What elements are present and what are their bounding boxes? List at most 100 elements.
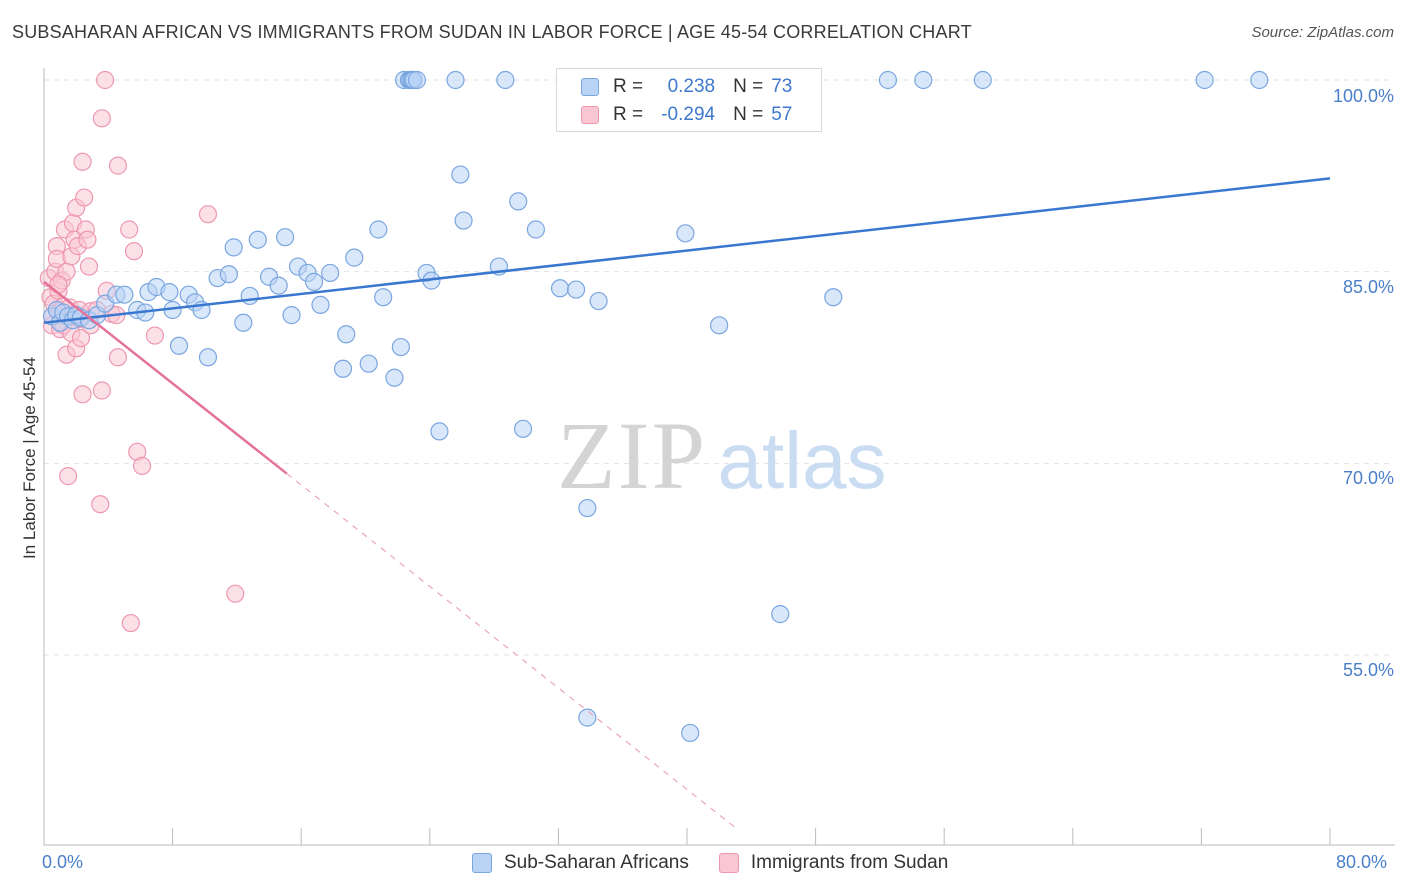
data-point [198,348,218,367]
data-point [234,313,253,332]
data-point [169,336,189,355]
data-point [282,306,301,325]
data-point [681,723,700,743]
axes [43,68,1395,846]
data-point [430,422,449,441]
data-point [240,286,259,306]
data-point [391,337,410,357]
legend-item-immigrants-from-sudan: Immigrants from Sudan [718,852,949,874]
data-point [824,288,843,307]
data-point [359,354,378,373]
data-point [578,498,597,518]
data-point [79,257,99,276]
data-point [95,70,115,90]
data-point [92,109,111,128]
data-point [451,165,470,184]
blue-swatch [472,853,492,873]
data-point [73,385,92,404]
data-point [345,248,364,267]
x-tick-label: 80.0% [1336,852,1388,872]
data-point [526,220,545,239]
watermark-atlas: atlas [718,416,887,505]
trend-lines [43,177,1331,830]
data-point [59,467,78,486]
r-label: R = [613,104,644,125]
r-label: R = [613,76,644,97]
legend-label: Immigrants from Sudan [750,852,949,873]
trend-line-blue [43,177,1331,325]
blue-swatch [581,78,599,96]
data-point [248,230,267,249]
data-point [160,283,179,302]
data-point [78,230,97,249]
data-point [496,70,515,90]
data-point [108,156,128,175]
legend-row-blue: R = 0.238 N = 73 [581,76,792,98]
data-point [71,329,91,348]
data-point [73,152,92,171]
data-point [304,272,324,291]
y-axis-label: In Labor Force | Age 45-54 [20,357,39,559]
data-point [115,285,134,304]
data-point [132,456,152,475]
blue-n-value: 73 [771,76,793,97]
data-point [321,263,340,283]
gridlines [44,79,1395,656]
data-point [120,220,139,239]
data-point [676,224,695,243]
data-point [108,348,128,367]
data-point [145,326,165,345]
data-point [914,70,933,90]
pink-r-value: -0.294 [661,104,716,125]
data-point [75,188,94,207]
legend-item-sub-saharan-africans: Sub-Saharan Africans [472,852,689,874]
n-label: N = [733,76,764,97]
series-legend: Sub-Saharan Africans Immigrants from Sud… [472,852,978,874]
correlation-legend: R = 0.238 N = 73 R = -0.294 N = 57 [556,68,822,132]
data-point [385,368,404,387]
y-tick-label: 55.0% [1342,660,1394,680]
y-tick-label: 85.0% [1342,277,1394,297]
data-point [226,584,245,603]
data-point [578,708,597,727]
data-point [550,279,570,298]
data-point [566,280,586,299]
data-point [269,276,288,295]
data-point [276,228,295,247]
data-point [513,419,533,438]
data-point [92,381,111,400]
data-point [121,613,140,633]
legend-label: Sub-Saharan Africans [504,852,689,873]
data-point [771,605,790,624]
data-point [1195,70,1214,90]
data-point [333,359,353,378]
data-point [509,192,528,211]
data-point [198,205,218,224]
y-tick-label: 100.0% [1332,86,1394,106]
legend-row-pink: R = -0.294 N = 57 [581,104,792,126]
data-point [124,242,144,261]
pink-n-value: 57 [771,104,793,125]
pink-swatch [581,106,599,124]
y-tick-label: 70.0% [1342,468,1394,488]
watermark-zip: ZIP [557,402,707,509]
data-point [407,70,427,90]
data-point [374,288,393,307]
x-tick-label: 0.0% [42,852,84,872]
data-point [454,211,473,230]
n-label: N = [733,104,764,125]
data-point [337,325,356,344]
data-point [1250,70,1269,90]
data-point [878,70,898,90]
source-label: Source: ZipAtlas.com [1251,24,1394,41]
data-point [446,70,465,90]
trend-line-pink [43,280,288,475]
data-point [973,70,992,90]
data-point [369,220,388,239]
data-point [589,291,608,311]
data-point [311,295,330,314]
data-point [710,316,729,335]
chart-title: SUBSAHARAN AFRICAN VS IMMIGRANTS FROM SU… [12,22,972,42]
data-point [219,265,238,284]
